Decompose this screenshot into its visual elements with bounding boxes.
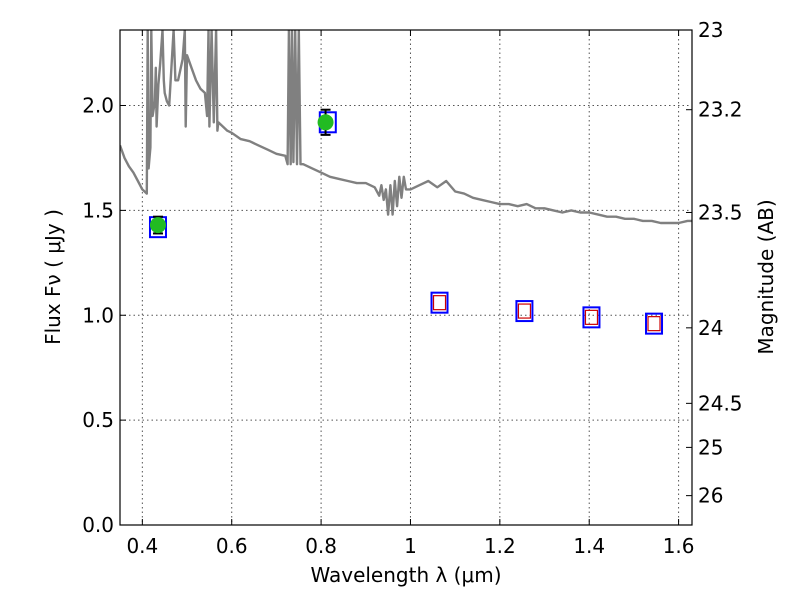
detection-point: [317, 114, 334, 131]
upper-box-outer-marker: [515, 300, 534, 323]
model-spectrum-line: [120, 30, 692, 225]
x-tick-label: 1.2: [484, 534, 516, 558]
y-axis-label: Flux Fν ( μJy ): [41, 209, 65, 345]
x-tick-label: 0.6: [216, 534, 248, 558]
y-tick-label: 0.0: [82, 513, 114, 537]
plot-frame: [119, 29, 693, 526]
y2-tick-label: 23.5: [698, 200, 743, 224]
y2-tick-label: 24.5: [698, 391, 743, 415]
y2-tick-label: 26: [698, 484, 723, 508]
y-tick-label: 2.0: [82, 94, 114, 118]
upper-box-outer-marker: [430, 291, 449, 314]
x-tick-label: 0.8: [305, 534, 337, 558]
x-tick-label: 1.6: [663, 534, 695, 558]
upper-box-inner-marker: [432, 295, 447, 311]
y-tick-label: 0.5: [82, 408, 114, 432]
upper-box-inner-marker: [647, 316, 661, 332]
upper-box-inner-marker: [517, 303, 532, 319]
x-axis-label: Wavelength λ (μm): [310, 563, 501, 587]
y2-tick-label: 23: [698, 18, 723, 42]
x-tick-label: 1.4: [573, 534, 605, 558]
y-tick-label: 1.5: [82, 198, 114, 222]
plot-area: [120, 30, 692, 225]
upper-box-outer-marker: [582, 306, 601, 329]
y-tick-label: 1.0: [82, 303, 114, 327]
y2-tick-label: 25: [698, 435, 723, 459]
y2-tick-label: 23.2: [698, 98, 743, 122]
x-tick-label: 0.4: [126, 534, 158, 558]
detection-point: [149, 217, 166, 234]
y2-axis-label: Magnitude (AB): [754, 199, 778, 354]
y2-tick-label: 24: [698, 316, 723, 340]
data-markers: [148, 108, 664, 335]
axis-ticks: 0.4 0.6 0.8 1 1.2 1.4 1.6 0.0 0.5 1.0 1.5 2.0 23 23.2…: [82, 18, 742, 558]
x-tick-label: 1: [404, 534, 417, 558]
upper-box-inner-marker: [584, 309, 599, 325]
upper-box-outer-marker: [645, 312, 664, 335]
